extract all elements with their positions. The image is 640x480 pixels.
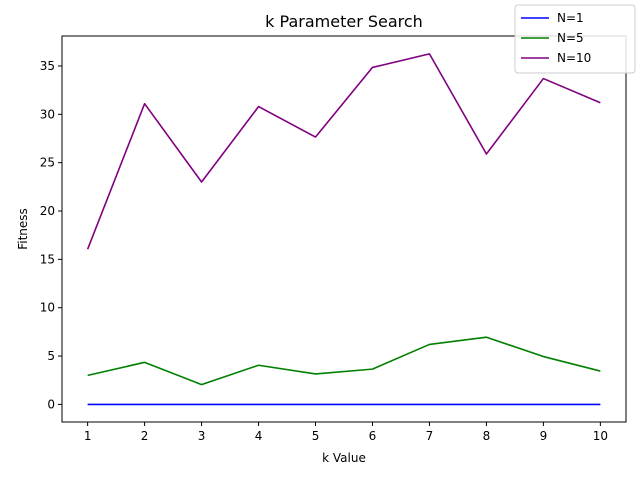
y-tick-label: 15 — [40, 252, 55, 266]
y-tick-label: 5 — [47, 349, 55, 363]
x-tick-label: 6 — [369, 429, 377, 443]
legend-label: N=1 — [557, 11, 584, 25]
legend-label: N=10 — [557, 51, 591, 65]
y-axis: 0 5 10 15 20 25 30 35 — [40, 59, 62, 411]
series-line-n-10 — [86, 53, 601, 250]
y-tick-label: 20 — [40, 204, 55, 218]
y-tick-label: 0 — [47, 397, 55, 411]
x-tick-label: 8 — [483, 429, 491, 443]
x-tick-label: 9 — [540, 429, 548, 443]
y-axis-label: Fitness — [16, 208, 30, 250]
x-tick-label: 1 — [84, 429, 92, 443]
y-tick-label: 25 — [40, 156, 55, 170]
x-tick-label: 4 — [255, 429, 263, 443]
x-tick-label: 5 — [312, 429, 320, 443]
legend: N=1 N=5 N=10 — [514, 4, 636, 74]
legend-label: N=5 — [557, 31, 584, 45]
x-axis-label: k Value — [322, 451, 366, 465]
series-layer — [86, 53, 601, 406]
y-tick-label: 30 — [40, 107, 55, 121]
series-line-n-5 — [87, 336, 601, 386]
y-tick-label: 35 — [40, 59, 55, 73]
x-axis: 1 2 3 4 5 6 7 8 9 10 — [84, 422, 608, 443]
legend-box — [514, 4, 636, 74]
chart-title: k Parameter Search — [265, 12, 423, 31]
x-tick-label: 10 — [593, 429, 608, 443]
plot-background — [62, 36, 626, 422]
x-tick-label: 7 — [426, 429, 434, 443]
y-tick-label: 10 — [40, 301, 55, 315]
x-tick-label: 2 — [141, 429, 149, 443]
plot-frame — [61, 35, 627, 423]
x-tick-label: 3 — [198, 429, 206, 443]
